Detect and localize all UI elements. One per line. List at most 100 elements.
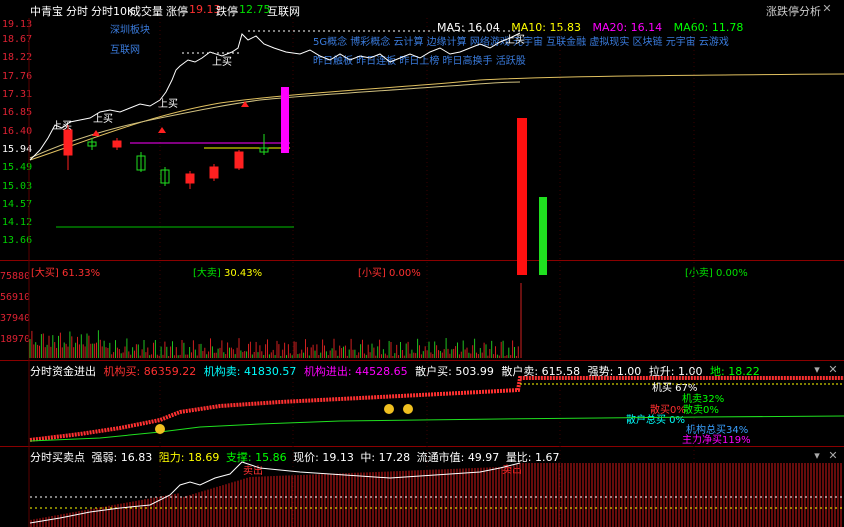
concept-tag[interactable]: 互联网 [110, 45, 140, 56]
small-sell-value: 0.00% [716, 268, 748, 279]
panel-menu-icon[interactable]: ▾ [814, 449, 820, 462]
mcap-label: 流通市值: [416, 451, 465, 464]
retail-sell-label: 散户卖: [501, 365, 539, 378]
fund-stat: 散卖0% [683, 405, 719, 416]
inst-sell-label: 机构卖: [203, 365, 241, 378]
magenta-bar [281, 87, 289, 153]
close-icon[interactable]: ✕ [822, 2, 832, 15]
limit-analysis-link[interactable]: 涨跌停分析 [766, 5, 821, 18]
candle [87, 141, 97, 147]
pull-label: 拉升: [648, 365, 675, 378]
y-tick: 14.12 [2, 217, 33, 228]
small-buy-value: 0.00% [389, 268, 421, 279]
buy-signal: 上买 [505, 35, 525, 46]
panel-close-icon[interactable]: ✕ [828, 363, 838, 376]
ma60-label: MA60: [673, 21, 709, 34]
red-triangle [241, 101, 249, 107]
big-buy-label: [大买] [31, 268, 59, 279]
strong-value: 1.00 [616, 365, 642, 378]
y-tick: 15.49 [2, 162, 33, 173]
ma10-value: 15.83 [549, 21, 581, 34]
tab-intraday[interactable]: 分时 [66, 5, 88, 18]
fund-title: 分时资金进出 [30, 365, 96, 378]
small-buy-label: [小买] [358, 268, 386, 279]
mcap-value: 49.97 [467, 451, 500, 464]
y-tick: 13.66 [2, 235, 33, 246]
y-tick: 17.31 [2, 89, 33, 100]
panel-close-icon[interactable]: ✕ [828, 449, 838, 462]
vol-tick: 18970 [0, 334, 31, 345]
fund-stat: 散户总买 0% [626, 415, 686, 426]
vol-tick: 37940 [0, 313, 31, 324]
big-sell-value: 30.43% [224, 268, 263, 279]
candle [136, 155, 146, 171]
concept-row-1[interactable]: 5G概念 博彩概念 云计算 边缘计算 网络游戏 元宇宙 互联金融 虚拟现实 区块… [313, 37, 729, 48]
red-triangle [158, 127, 166, 133]
inst-in-label: 机构进出: [303, 365, 352, 378]
inst-buy-value: 86359.22 [143, 365, 197, 378]
pull-value: 1.00 [678, 365, 703, 378]
concept-row-2[interactable]: 昨日触板 昨日连板 昨日上榜 昨日高换手 活跃股 [313, 56, 526, 67]
y-tick: 18.22 [2, 52, 33, 63]
buy-signal: 上买 [52, 121, 72, 132]
retail-sell-value: 615.58 [541, 365, 581, 378]
ma60-line [29, 73, 844, 161]
panel-divider [0, 260, 844, 261]
ma60-value: 11.78 [711, 21, 744, 34]
mid-label: 中: [360, 451, 376, 464]
sector-label: 互联网 [267, 5, 300, 18]
y-tick: 15.94 [2, 144, 33, 155]
limit-down-value: 12.75 [239, 3, 271, 16]
ratio-label: 量比: [505, 451, 532, 464]
big-sell-stat: [大卖] 30.43% [193, 264, 262, 279]
small-buy-stat: [小买] 0.00% [358, 264, 421, 279]
big-buy-stat: [大买] 61.33% [31, 264, 100, 279]
y-tick: 16.85 [2, 107, 33, 118]
fund-stat: 主力净买119% [682, 435, 751, 446]
strong-label: 强势: [587, 365, 614, 378]
candle [209, 166, 219, 179]
smiley-icon [155, 424, 165, 434]
inst-sell-value: 41830.57 [243, 365, 297, 378]
y-tick: 19.13 [2, 19, 33, 30]
support-label: 支撑: [225, 451, 252, 464]
big-sell-label: [大卖] [193, 268, 221, 279]
y-tick: 18.67 [2, 34, 33, 45]
vol-tick: 56910 [0, 292, 31, 303]
buy-signal: 上买 [158, 99, 178, 110]
concept-tag[interactable]: 深圳板块 [110, 25, 150, 36]
y-tick: 14.57 [2, 199, 33, 210]
vol-tick: 75880 [0, 271, 31, 282]
candle [112, 140, 122, 148]
candle [234, 151, 244, 169]
land-label: 地: [710, 365, 725, 378]
bp-price-line [29, 461, 521, 524]
retail-buy-label: 散户买: [415, 365, 452, 378]
panel-menu-icon[interactable]: ▾ [814, 363, 820, 376]
weak-label: 强弱: [91, 451, 118, 464]
panel-divider [0, 446, 844, 447]
smiley-icon [384, 404, 394, 414]
weak-value: 16.83 [120, 451, 153, 464]
ma20-value: 16.14 [630, 21, 663, 34]
big-green-bar [539, 197, 547, 275]
retail-buy-value: 503.99 [455, 365, 494, 378]
y-tick: 17.76 [2, 71, 33, 82]
tab-intraday-10k[interactable]: 分时10K [91, 5, 135, 18]
small-sell-stat: [小卖] 0.00% [685, 264, 748, 279]
inst-buy-label: 机构买: [103, 365, 141, 378]
mid-value: 17.28 [378, 451, 411, 464]
candle [63, 129, 73, 156]
y-tick: 16.40 [2, 126, 33, 137]
limit-up-value: 19.13 [189, 3, 221, 16]
tab-volume[interactable]: 成交量 [130, 5, 163, 18]
smiley-icon [403, 404, 413, 414]
sell-signal: 卖出 [502, 465, 522, 476]
panel-divider [0, 360, 844, 361]
y-tick: 15.03 [2, 181, 33, 192]
red-triangle [92, 130, 100, 136]
candle [259, 147, 269, 153]
buy-signal: 上买 [93, 114, 113, 125]
candle [185, 173, 195, 184]
support-value: 15.86 [255, 451, 287, 464]
